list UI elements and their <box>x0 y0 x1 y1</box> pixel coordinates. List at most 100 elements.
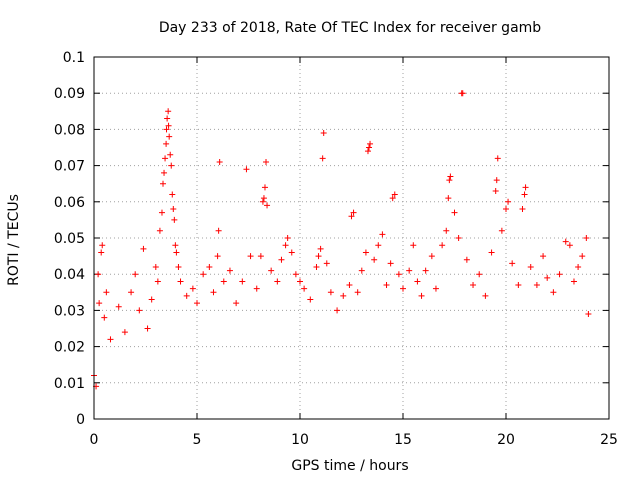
data-point <box>414 278 421 285</box>
data-point <box>585 311 592 318</box>
data-point <box>171 216 178 223</box>
data-point <box>161 169 168 176</box>
data-point <box>358 267 365 274</box>
data-point <box>163 140 170 147</box>
data-point <box>562 238 569 245</box>
data-point <box>274 278 281 285</box>
data-point <box>354 289 361 296</box>
data-point <box>154 278 161 285</box>
data-point <box>391 191 398 198</box>
x-tick-label: 10 <box>291 432 309 448</box>
data-point <box>177 278 184 285</box>
data-point <box>522 184 529 191</box>
y-tick-label: 0.01 <box>54 376 85 392</box>
data-point <box>550 289 557 296</box>
data-point <box>210 289 217 296</box>
data-point <box>476 271 483 278</box>
data-point <box>165 122 172 129</box>
data-point <box>239 278 246 285</box>
chart-title: Day 233 of 2018, Rate Of TEC Index for r… <box>159 20 541 36</box>
data-point <box>173 249 180 256</box>
data-point <box>268 267 275 274</box>
data-point <box>527 263 534 270</box>
data-point <box>313 263 320 270</box>
data-point <box>323 260 330 267</box>
data-point <box>570 278 577 285</box>
data-point <box>579 253 586 260</box>
data-point <box>459 90 466 97</box>
y-tick-label: 0.1 <box>63 50 85 66</box>
data-point <box>400 285 406 292</box>
data-point <box>379 231 386 238</box>
data-point <box>503 206 509 213</box>
data-point <box>132 271 139 278</box>
data-point <box>470 282 477 289</box>
data-point <box>263 158 270 165</box>
data-point <box>158 209 165 216</box>
data-point <box>451 209 458 216</box>
data-point <box>410 242 417 249</box>
data-point <box>261 184 268 191</box>
data-point <box>260 195 267 202</box>
data-point <box>160 180 167 187</box>
data-point <box>121 329 128 336</box>
data-point <box>165 108 172 115</box>
y-axis-label: ROTI / TECUs <box>6 194 22 286</box>
grid <box>94 57 609 419</box>
data-point <box>319 155 326 162</box>
data-point <box>364 148 371 155</box>
data-point <box>307 296 314 303</box>
data-point <box>371 256 378 263</box>
data-point <box>498 227 505 234</box>
x-tick-label: 5 <box>193 432 202 448</box>
data-point <box>103 289 110 296</box>
data-point <box>253 285 260 292</box>
data-point <box>101 314 108 321</box>
data-point <box>348 213 355 220</box>
y-tick-label: 0 <box>76 412 85 428</box>
data-point <box>566 242 573 249</box>
data-point <box>455 235 462 241</box>
data-point <box>575 263 582 270</box>
data-point <box>463 256 470 263</box>
data-point <box>387 260 394 267</box>
data-point <box>383 282 390 289</box>
y-tick-label: 0.06 <box>54 195 85 211</box>
data-point <box>389 195 396 202</box>
data-point <box>216 158 223 165</box>
data-point <box>156 227 163 234</box>
data-point <box>257 253 264 260</box>
data-point <box>247 253 254 260</box>
x-tick-label: 0 <box>90 432 99 448</box>
data-point <box>189 285 196 292</box>
data-point <box>544 274 551 281</box>
data-point <box>521 191 528 198</box>
data-point <box>406 267 413 274</box>
data-point <box>494 155 501 162</box>
tick-labels: 0 5 10 15 20 25 0 0.01 0.02 0.03 0.04 0.05 0.06 0.07 0… <box>54 50 618 448</box>
data-point <box>340 292 347 299</box>
data-point <box>183 292 190 299</box>
data-point <box>447 173 454 180</box>
data-point <box>515 282 522 289</box>
data-point <box>362 249 369 256</box>
data-point <box>148 296 155 303</box>
data-point <box>175 263 182 270</box>
data-point <box>140 245 147 252</box>
data-point <box>488 249 495 256</box>
data-point <box>375 242 382 249</box>
y-tick-label: 0.08 <box>54 122 85 138</box>
data-point <box>278 256 285 263</box>
data-point <box>482 292 489 299</box>
data-point <box>164 115 171 122</box>
data-point <box>418 292 425 299</box>
data-point <box>443 227 450 234</box>
data-point <box>282 242 289 249</box>
x-tick-label: 20 <box>497 432 515 448</box>
y-tick-label: 0.02 <box>54 340 85 356</box>
data-point <box>169 191 176 198</box>
data-point <box>163 126 170 133</box>
data-point <box>519 206 526 213</box>
